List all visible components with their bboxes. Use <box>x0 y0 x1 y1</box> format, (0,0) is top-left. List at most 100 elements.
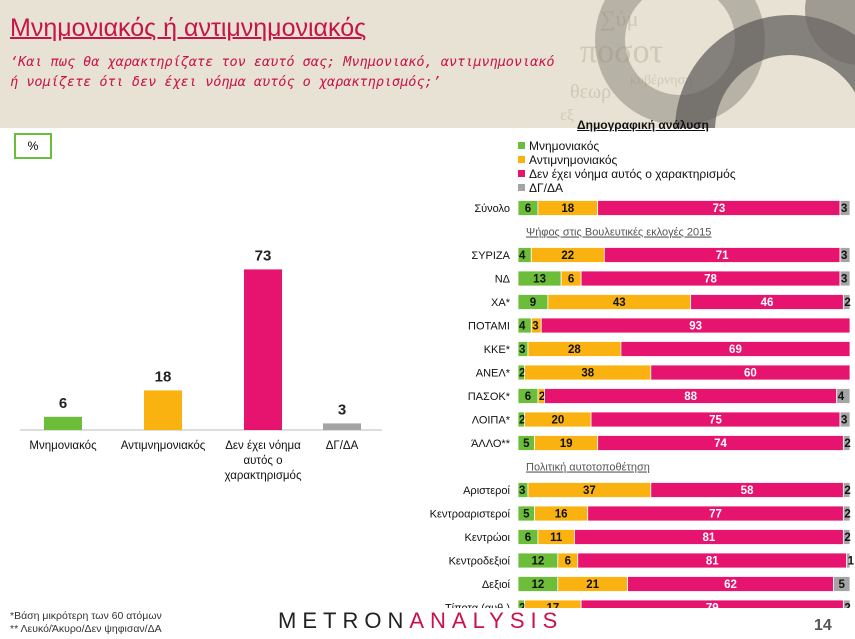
segment-value-label: 19 <box>560 438 573 450</box>
segment-value-label: 2 <box>844 438 850 450</box>
stacked-bar-segment <box>842 505 851 522</box>
slide-title: Μνημονιακός ή αντιμνημονιακός <box>10 14 367 42</box>
segment-value-label: 11 <box>550 532 563 544</box>
main-bar-chart: Μνημονιακός ή αντιμνημονιακός – κύριο δι… <box>20 247 382 482</box>
section-heading: Πολιτική αυτοτοποθέτηση <box>526 462 650 474</box>
svg-text:θεωρ: θεωρ <box>570 81 611 103</box>
row-label: Κεντροδεξιοί <box>449 556 511 568</box>
data-label: 6 <box>59 395 67 412</box>
row-label: ΛΟΙΠΑ* <box>472 415 511 427</box>
stacked-bar-segment <box>842 529 851 545</box>
segment-value-label: 13 <box>533 274 546 286</box>
decorative-background-art: ∑ύμ ποσοτ θεωρ κυβέρνηση εξ <box>560 0 855 128</box>
segment-value-label: 75 <box>709 415 722 427</box>
stacked-bar-segment <box>842 482 851 498</box>
segment-value-label: 2 <box>844 297 850 309</box>
segment-value-label: 88 <box>684 391 697 403</box>
legend-label: ΔΓ/ΔΑ <box>529 181 563 195</box>
segment-value-label: 5 <box>523 438 530 450</box>
segment-value-label: 71 <box>716 250 729 262</box>
row-label: ΝΔ <box>495 274 511 286</box>
category-label: Μνημονιακός <box>29 440 97 452</box>
bar <box>244 269 282 430</box>
segment-value-label: 74 <box>714 438 727 450</box>
segment-value-label: 5 <box>838 579 845 591</box>
data-label: 18 <box>155 368 172 385</box>
footnote-other: ** Λευκό/Άκυρο/Δεν ψηφισαν/ΔΑ <box>10 623 162 635</box>
segment-value-label: 3 <box>841 203 847 215</box>
segment-value-label: 12 <box>532 579 545 591</box>
chart-legend: Μνημονιακός Αντιμνημονιακός Δεν έχει νόη… <box>518 139 736 195</box>
stacked-bar-segment <box>832 576 851 592</box>
segment-value-label: 22 <box>561 250 574 262</box>
row-label: ΧΑ* <box>491 297 511 309</box>
segment-value-label: 3 <box>841 250 847 262</box>
footnotes: *Βάση μικρότερη των 60 ατόμων ** Λευκό/Ά… <box>10 610 162 636</box>
row-label: Κεντρώοι <box>465 532 511 544</box>
row-label: Δεξιοί <box>482 579 511 591</box>
bar <box>323 423 361 430</box>
segment-value-label: 93 <box>689 321 702 333</box>
stacked-bar-segment <box>839 270 851 287</box>
data-label: 3 <box>338 401 346 418</box>
segment-value-label: 60 <box>744 368 757 380</box>
slide-header: ∑ύμ ποσοτ θεωρ κυβέρνηση εξ Μνημονιακός … <box>0 0 855 128</box>
stacked-bar-segment <box>839 411 851 428</box>
row-label: ΚΚΕ* <box>484 344 511 356</box>
row-label: ΆΛΛΟ** <box>471 438 511 450</box>
segment-value-label: 62 <box>724 579 737 591</box>
legend-swatch-gray <box>518 184 525 192</box>
segment-value-label: 9 <box>530 297 536 309</box>
page-number: 14 <box>814 617 832 634</box>
data-label: 73 <box>255 247 272 264</box>
demographic-analysis-title: Δημογραφική ανάλυση <box>577 118 709 132</box>
row-label: ΠΑΣΟΚ* <box>468 391 511 403</box>
stacked-bar-segment <box>650 364 851 381</box>
stacked-bar-segment <box>842 435 851 451</box>
segment-value-label: 6 <box>525 203 531 215</box>
legend-item: Αντιμνημονιακός <box>518 153 736 167</box>
bar <box>44 416 82 430</box>
segment-value-label: 2 <box>844 603 850 609</box>
segment-value-label: 21 <box>586 579 599 591</box>
segment-value-label: 20 <box>551 415 564 427</box>
footnote-base: *Βάση μικρότερη των 60 ατόμων <box>10 610 162 622</box>
segment-value-label: 78 <box>704 274 717 286</box>
segment-value-label: 2 <box>519 415 525 427</box>
legend-swatch-orange <box>518 156 525 164</box>
segment-value-label: 18 <box>561 203 574 215</box>
segment-value-label: 4 <box>519 321 526 333</box>
stacked-bar-segment <box>620 341 851 357</box>
brand-logo-part-2: ANALYSIS <box>409 608 564 633</box>
segment-value-label: 5 <box>523 509 530 521</box>
legend-item: Μνημονιακός <box>518 139 736 153</box>
stacked-bar-segment <box>842 294 851 310</box>
row-label: ΑΝΕΛ* <box>476 368 511 380</box>
category-label: Δεν έχει νόημα <box>225 440 301 452</box>
segment-value-label: 16 <box>555 509 568 521</box>
percent-unit-badge: % <box>14 133 52 159</box>
segment-value-label: 69 <box>729 344 742 356</box>
segment-value-label: 2 <box>519 368 525 380</box>
category-label: χαρακτηρισμός <box>224 470 301 482</box>
brand-logo: METRONANALYSIS <box>278 608 563 634</box>
segment-value-label: 6 <box>525 532 531 544</box>
row-label: Αριστεροί <box>463 485 510 497</box>
segment-value-label: 6 <box>565 556 571 568</box>
segment-value-label: 3 <box>841 274 847 286</box>
segment-value-label: 28 <box>568 344 581 356</box>
legend-label: Μνημονιακός <box>529 139 600 153</box>
segment-value-label: 3 <box>519 485 525 497</box>
segment-value-label: 2 <box>844 509 850 521</box>
segment-value-label: 38 <box>581 368 594 380</box>
section-heading: Ψήφος στις Βουλευτικές εκλογές 2015 <box>526 227 711 239</box>
stacked-bar-segment <box>540 317 851 334</box>
stacked-bar-segment <box>836 388 851 404</box>
row-label: Σύνολο <box>474 203 510 215</box>
segment-value-label: 81 <box>706 556 719 568</box>
legend-swatch-magenta <box>518 170 525 178</box>
category-label: αυτός ο <box>243 455 282 467</box>
demographic-stacked-bar-chart: Δημογραφική ανάλυση – στοιβαγμένα οριζόν… <box>430 200 855 609</box>
row-label: Κεντροαριστεροί <box>430 509 511 521</box>
row-label: ΣΥΡΙΖΑ <box>471 250 510 262</box>
